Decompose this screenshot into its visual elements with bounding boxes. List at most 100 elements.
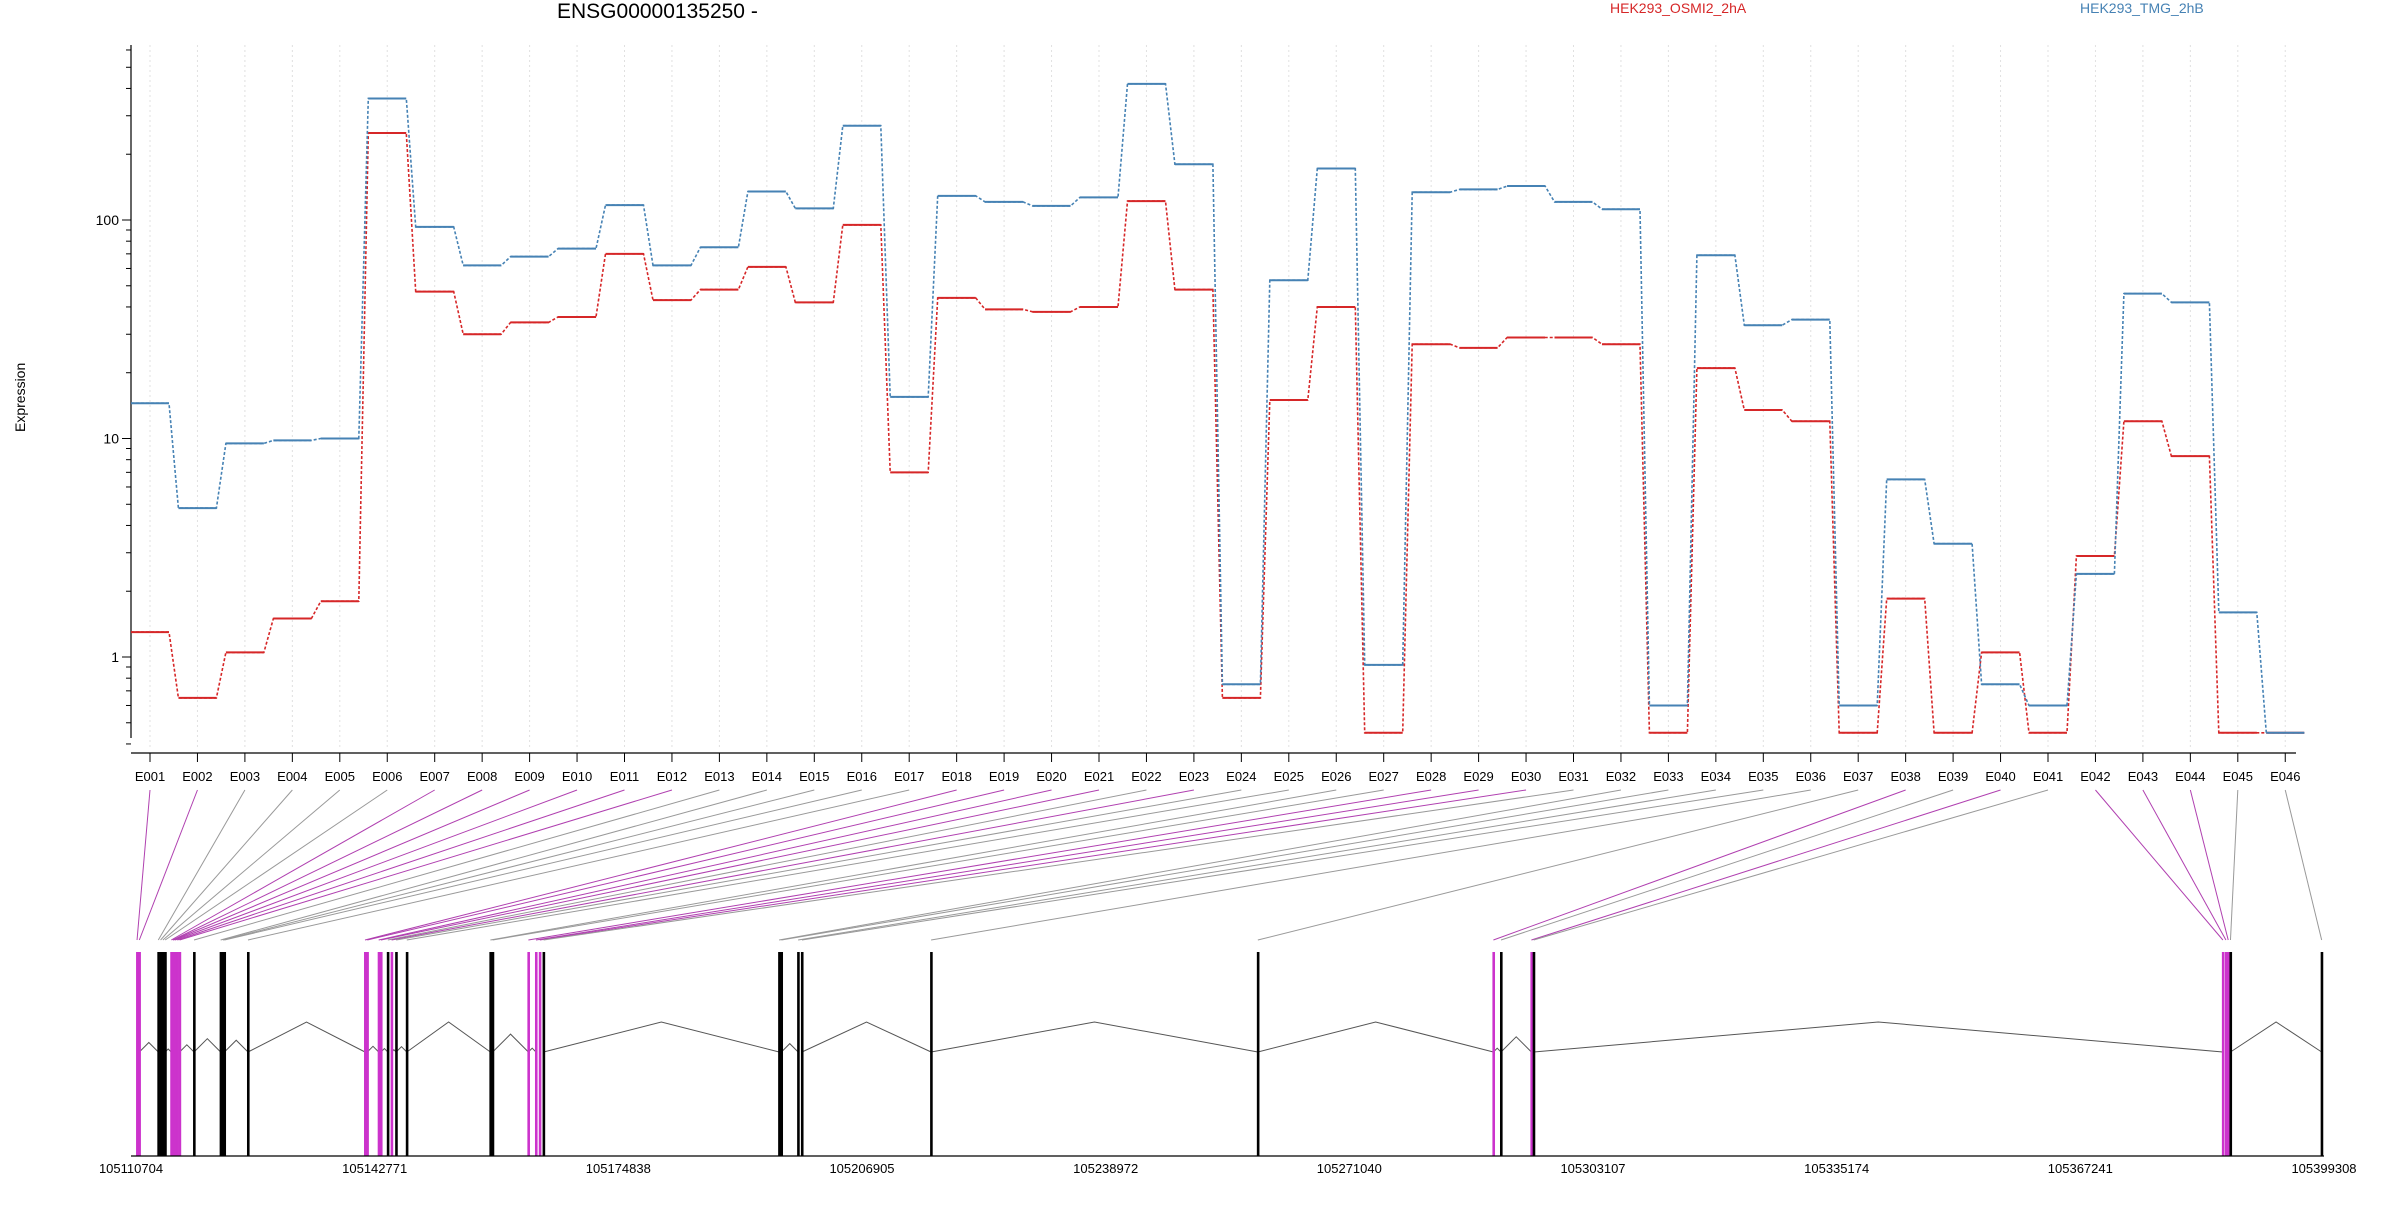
exon-box bbox=[778, 952, 781, 1156]
x-tick-label: E016 bbox=[847, 769, 877, 784]
x-tick-label: E044 bbox=[2175, 769, 2205, 784]
x-tick-label: E010 bbox=[562, 769, 592, 784]
intron-junction bbox=[492, 1033, 529, 1053]
x-tick-label: E026 bbox=[1321, 769, 1351, 784]
exon-box bbox=[246, 952, 250, 1156]
intron-junction bbox=[801, 1021, 932, 1053]
exon-box bbox=[174, 952, 177, 1156]
genome-tick-label: 105335174 bbox=[1804, 1161, 1869, 1176]
exon-box bbox=[2227, 952, 2230, 1156]
x-tick-label: E004 bbox=[277, 769, 307, 784]
exon-box bbox=[159, 952, 163, 1156]
exon-connector bbox=[1500, 789, 1954, 941]
exon-box bbox=[538, 952, 542, 1156]
exon-connector bbox=[798, 789, 1716, 941]
intron-junction bbox=[1257, 1021, 1494, 1053]
exon-box bbox=[1500, 952, 1503, 1156]
y-tick-label: 100 bbox=[96, 212, 120, 228]
exon-box bbox=[534, 952, 538, 1156]
intron-junction bbox=[2230, 1021, 2322, 1053]
exon-connector bbox=[931, 789, 1811, 941]
exon-connector bbox=[2095, 789, 2224, 941]
exon-box bbox=[489, 952, 492, 1156]
exon-box bbox=[491, 952, 495, 1156]
x-tick-label: E035 bbox=[1748, 769, 1778, 784]
exon-connector bbox=[535, 789, 1479, 941]
genome-tick-label: 105110704 bbox=[99, 1161, 163, 1176]
x-tick-label: E042 bbox=[2080, 769, 2110, 784]
exon-connector bbox=[136, 789, 151, 941]
exon-box bbox=[377, 952, 381, 1156]
x-tick-label: E017 bbox=[894, 769, 924, 784]
exon-connector bbox=[157, 789, 246, 941]
exon-connector bbox=[367, 789, 1005, 941]
x-tick-label: E024 bbox=[1226, 769, 1256, 784]
x-tick-label: E028 bbox=[1416, 769, 1446, 784]
exon-box bbox=[1532, 952, 1536, 1156]
x-tick-label: E007 bbox=[420, 769, 450, 784]
exon-connector bbox=[779, 789, 1622, 941]
exon-box bbox=[1530, 952, 1534, 1156]
exon-connector bbox=[387, 789, 1147, 941]
x-tick-label: E009 bbox=[514, 769, 544, 784]
exon-box bbox=[138, 952, 141, 1156]
exon-connector bbox=[543, 789, 1574, 941]
x-tick-label: E040 bbox=[1985, 769, 2015, 784]
exon-box bbox=[364, 952, 367, 1156]
genome-tick-label: 105238972 bbox=[1073, 1161, 1138, 1176]
exon-box bbox=[2320, 952, 2324, 1156]
genome-tick-label: 105271040 bbox=[1317, 1161, 1382, 1176]
genome-tick-label: 105206905 bbox=[829, 1161, 894, 1176]
exon-box bbox=[527, 952, 530, 1156]
exon-connector bbox=[492, 789, 1384, 941]
exon-connector bbox=[2229, 789, 2239, 941]
x-tick-label: E012 bbox=[657, 769, 687, 784]
exon-connector bbox=[172, 789, 483, 941]
series-line-a bbox=[131, 132, 2305, 734]
exon-box bbox=[542, 952, 546, 1156]
x-tick-label: E031 bbox=[1558, 769, 1588, 784]
exon-connector bbox=[406, 789, 1289, 941]
genome-tick-label: 105142771 bbox=[342, 1161, 407, 1176]
exon-connector bbox=[174, 789, 578, 941]
intron-junction bbox=[781, 1042, 799, 1053]
y-tick-label: 10 bbox=[103, 431, 119, 447]
intron-junction bbox=[179, 1044, 195, 1053]
exon-connector bbox=[364, 789, 957, 941]
x-tick-label: E013 bbox=[704, 769, 734, 784]
exon-connector bbox=[1257, 789, 1859, 941]
exon-box bbox=[395, 952, 398, 1156]
exon-box bbox=[405, 952, 409, 1156]
exon-box bbox=[2221, 952, 2225, 1156]
intron-junction bbox=[395, 1045, 408, 1053]
x-tick-label: E023 bbox=[1179, 769, 1209, 784]
exon-connector bbox=[170, 789, 435, 941]
intron-junction bbox=[138, 1041, 159, 1053]
x-tick-label: E011 bbox=[610, 769, 639, 784]
exon-box bbox=[386, 952, 390, 1156]
x-tick-label: E008 bbox=[467, 769, 497, 784]
x-tick-label: E014 bbox=[752, 769, 782, 784]
exon-box bbox=[930, 952, 933, 1156]
exon-connector bbox=[220, 789, 767, 941]
exon-connector bbox=[160, 789, 293, 941]
intron-junction bbox=[931, 1021, 1258, 1053]
x-tick-label: E002 bbox=[182, 769, 212, 784]
x-tick-label: E030 bbox=[1511, 769, 1541, 784]
exon-connector bbox=[164, 789, 388, 941]
intron-junction bbox=[406, 1021, 491, 1053]
exon-connector bbox=[490, 789, 1337, 941]
exon-connector bbox=[2284, 789, 2323, 941]
x-tick-label: E041 bbox=[2033, 769, 2063, 784]
exon-box bbox=[221, 952, 225, 1156]
exon-connector bbox=[396, 789, 1242, 941]
exon-box bbox=[1256, 952, 1260, 1156]
x-tick-label: E020 bbox=[1036, 769, 1066, 784]
x-tick-label: E001 bbox=[135, 769, 165, 784]
intron-junction bbox=[1533, 1021, 2223, 1053]
exon-connector bbox=[138, 789, 198, 941]
x-tick-label: E036 bbox=[1796, 769, 1826, 784]
exon-box bbox=[1492, 952, 1496, 1156]
x-tick-label: E025 bbox=[1274, 769, 1304, 784]
